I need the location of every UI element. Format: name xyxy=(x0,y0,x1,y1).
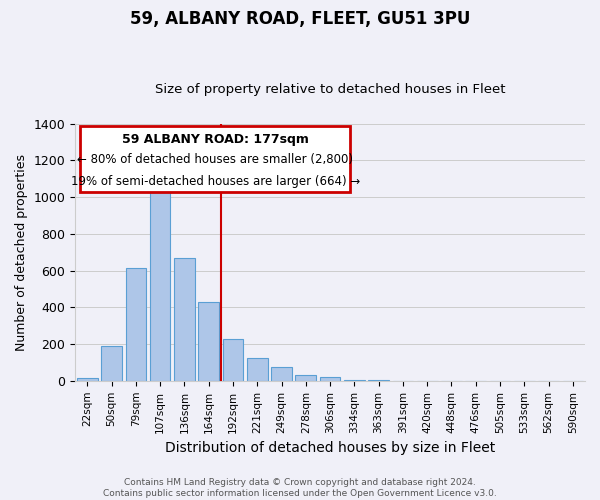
Bar xyxy=(320,377,340,381)
Title: Size of property relative to detached houses in Fleet: Size of property relative to detached ho… xyxy=(155,83,505,96)
Bar xyxy=(199,302,219,381)
Text: 19% of semi-detached houses are larger (664) →: 19% of semi-detached houses are larger (… xyxy=(71,175,360,188)
Bar xyxy=(247,358,268,381)
Bar xyxy=(150,178,170,381)
Text: 59 ALBANY ROAD: 177sqm: 59 ALBANY ROAD: 177sqm xyxy=(122,132,309,145)
Bar xyxy=(77,378,98,381)
Bar xyxy=(344,380,365,381)
Bar xyxy=(125,268,146,381)
Bar xyxy=(223,340,243,381)
Y-axis label: Number of detached properties: Number of detached properties xyxy=(15,154,28,350)
Text: ← 80% of detached houses are smaller (2,800): ← 80% of detached houses are smaller (2,… xyxy=(77,153,353,166)
X-axis label: Distribution of detached houses by size in Fleet: Distribution of detached houses by size … xyxy=(165,441,495,455)
Bar xyxy=(295,376,316,381)
FancyBboxPatch shape xyxy=(80,126,350,192)
Text: 59, ALBANY ROAD, FLEET, GU51 3PU: 59, ALBANY ROAD, FLEET, GU51 3PU xyxy=(130,10,470,28)
Bar xyxy=(174,258,195,381)
Bar xyxy=(101,346,122,381)
Bar xyxy=(271,367,292,381)
Text: Contains HM Land Registry data © Crown copyright and database right 2024.
Contai: Contains HM Land Registry data © Crown c… xyxy=(103,478,497,498)
